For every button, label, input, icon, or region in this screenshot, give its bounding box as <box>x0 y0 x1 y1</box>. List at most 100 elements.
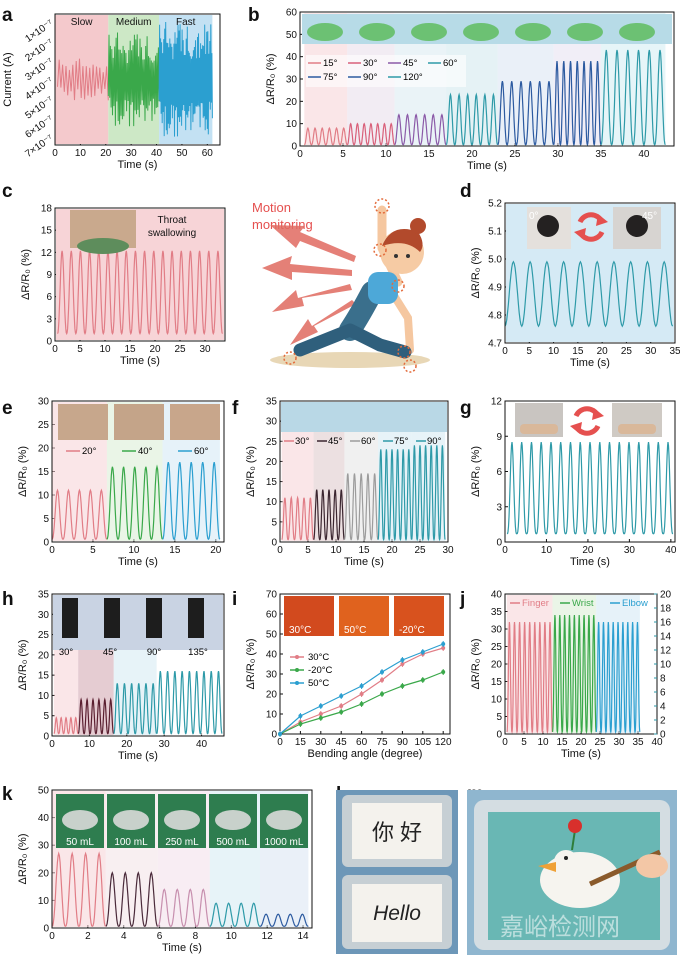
x-tick-label: 20 <box>100 148 112 159</box>
y-tick-label: 20 <box>38 650 50 661</box>
y-tick-label: 3 <box>46 314 52 325</box>
region-band <box>596 595 640 733</box>
y-tick-label: 3 <box>496 502 502 513</box>
x-tick-label: 25 <box>509 149 521 160</box>
legend-label: 40° <box>138 446 153 457</box>
y-tick-label: 15 <box>41 226 53 237</box>
y-tick-label: 40 <box>266 650 278 661</box>
duck-body <box>540 852 620 908</box>
data-point <box>400 658 405 662</box>
legend-box <box>306 55 466 87</box>
x-tick-label: 20 <box>149 344 161 355</box>
region-label: Slow <box>71 17 93 28</box>
legend-label: 15° <box>323 58 338 69</box>
y-right-tick-label: 8 <box>660 674 666 685</box>
glove-hand <box>359 23 395 41</box>
plot-frame <box>299 11 675 147</box>
y-tick-label: 0 <box>46 337 52 348</box>
neck-label-45: 45° <box>642 211 657 222</box>
cup-volume-label: 50 mL <box>66 837 94 848</box>
y-tick-label: 25 <box>491 642 503 653</box>
data-point <box>380 670 384 674</box>
knee-leg <box>146 598 162 638</box>
data-point <box>420 650 425 654</box>
x-tick-label: 0 <box>502 737 508 748</box>
series-30° <box>281 495 315 541</box>
tablet-bottom-screen <box>352 884 442 942</box>
knee-angle-label: 135° <box>188 647 208 658</box>
x-tick-label: 12 <box>262 931 274 942</box>
x-tick-label: 30 <box>315 737 327 748</box>
cup-volume-label: 500 mL <box>216 837 250 848</box>
girl-figure <box>293 205 426 359</box>
series-500 mL <box>209 902 261 927</box>
panel-letter-a: a <box>2 5 13 26</box>
series-45° <box>313 489 345 541</box>
x-tick-label: 30 <box>613 737 625 748</box>
series-Finger <box>506 621 554 735</box>
plot-frame <box>51 593 225 737</box>
x-tick-label: 15 <box>556 737 568 748</box>
x-tick-label: 10 <box>84 739 96 750</box>
series-50 mL <box>51 851 107 928</box>
flower <box>568 819 582 833</box>
panel-d: d 0 5 10 15 20 25 30 35 4.7 4.8 4.9 5.0 5.1 5.2 Time (… <box>460 181 680 369</box>
x-axis-label: Time (s) <box>120 355 160 367</box>
series-throat <box>56 250 224 336</box>
x-tick-label: 4 <box>121 931 127 942</box>
cycle-arrows-icon-g <box>570 406 604 436</box>
y-tick-label: 20 <box>491 660 503 671</box>
y-tick-label: 20 <box>38 868 50 879</box>
x-tick-label: 2 <box>85 931 91 942</box>
y-tick-label: 5 <box>271 517 277 528</box>
series-Elbow <box>595 621 641 735</box>
y-tick-label: 5 <box>43 514 49 525</box>
series-90° <box>113 683 158 735</box>
x-tick-label: 30 <box>624 545 636 556</box>
x-tick-label: 5 <box>340 149 346 160</box>
y-right-tick-label: 6 <box>660 688 666 699</box>
data-point <box>278 732 282 736</box>
panel-e: e 0 5 10 15 20 0 5 10 15 20 25 30 Time (s) ΔR/R₀ (%) 2… <box>2 397 225 568</box>
motion-arrows <box>262 225 356 345</box>
x-tick-label: 10 <box>128 545 140 556</box>
y-tick-label: 4.7 <box>488 339 502 350</box>
x-tick-label: 75 <box>376 737 388 748</box>
plot-frame <box>279 593 451 735</box>
glove-hand <box>411 23 447 41</box>
panel-a: a 0 10 20 30 40 50 60 Time (s) Current (A) Slow Me… <box>2 5 221 171</box>
x-tick-label: 10 <box>380 149 392 160</box>
y-tick-label: 25 <box>38 420 50 431</box>
series-60° <box>445 92 499 146</box>
x-tick-label: 5 <box>305 545 311 556</box>
x-tick-label: 30 <box>199 344 211 355</box>
neck-label-0: 0° <box>529 211 539 222</box>
series-foot <box>506 442 674 535</box>
y-tick-label: 30 <box>286 75 298 86</box>
y-tick-label: 20 <box>266 690 278 701</box>
y-tick-label: 12 <box>41 248 53 259</box>
x-tick-label: 40 <box>665 545 677 556</box>
series-120° <box>600 49 666 146</box>
series-45° <box>394 113 447 146</box>
legend-label: Elbow <box>622 598 648 609</box>
panel-letter-b: b <box>248 5 260 26</box>
series-1000 mL <box>259 913 309 927</box>
panel-g: g 0 10 20 30 40 0 3 6 9 12 Time (s) ΔR/R₀ (%) <box>460 397 677 569</box>
series-60° <box>343 473 379 541</box>
x-tick-label: 0 <box>297 149 303 160</box>
panel-letter-c: c <box>2 181 13 202</box>
y-tick-label: 35 <box>491 607 503 618</box>
region-label: Fast <box>176 17 196 28</box>
y-tick-label: 15 <box>38 671 50 682</box>
motion-illustration: Motion monitoring <box>252 198 430 373</box>
data-point <box>441 642 446 646</box>
y-axis-label: ΔR/R₀ (%) <box>245 638 257 689</box>
y-tick-label: 40 <box>491 590 503 601</box>
series-slow <box>57 58 109 101</box>
x-tick-label: 10 <box>330 545 342 556</box>
y-axis-label: ΔR/R₀ (%) <box>265 53 277 104</box>
series-15° <box>304 126 348 146</box>
cup-volume-label: 100 mL <box>114 837 148 848</box>
glove-hand <box>515 23 551 41</box>
